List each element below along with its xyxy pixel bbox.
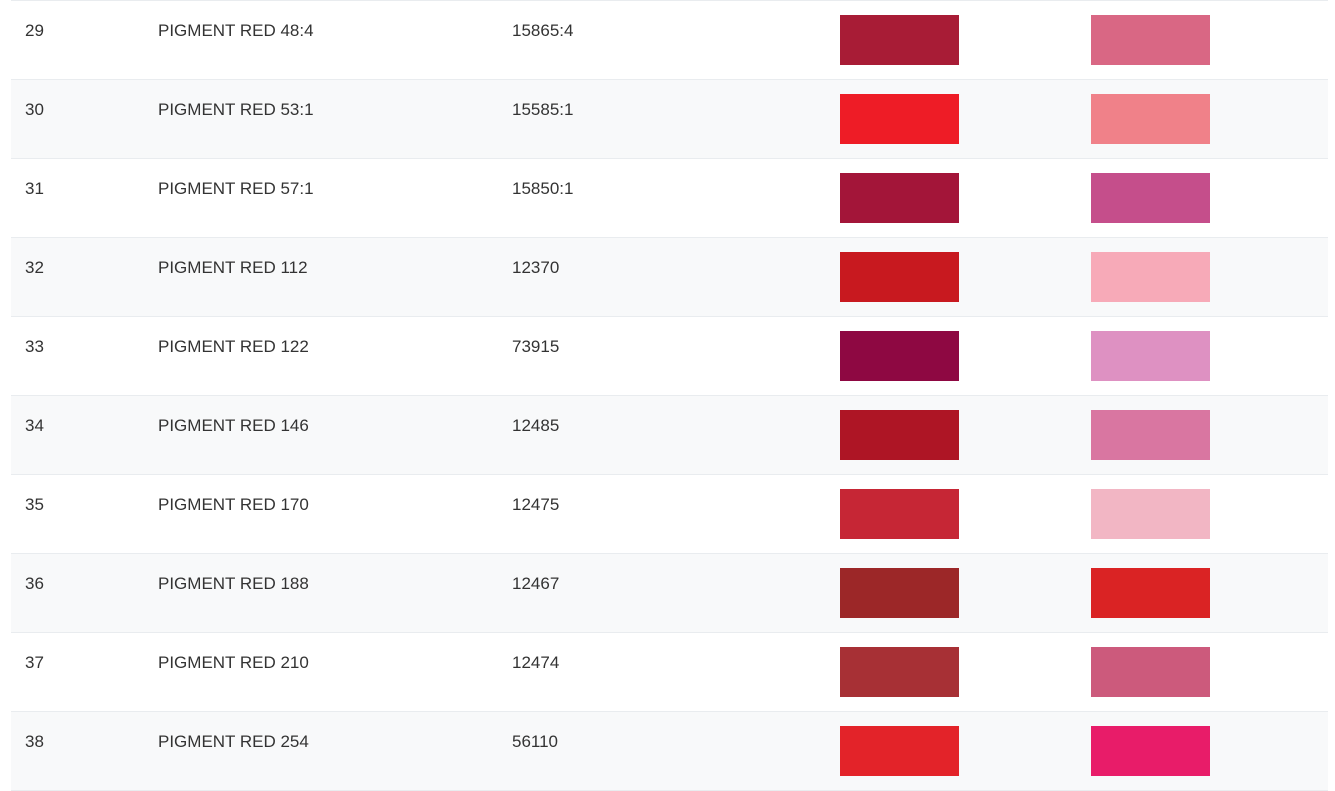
color-index-number: 12467 bbox=[512, 574, 560, 593]
row-number: 36 bbox=[25, 574, 44, 593]
tint-swatch bbox=[1091, 726, 1210, 776]
table-row: 33 PIGMENT RED 122 73915 bbox=[11, 317, 1328, 396]
pigment-name: PIGMENT RED 170 bbox=[158, 495, 309, 514]
tint-swatch bbox=[1091, 15, 1210, 65]
color-index-number: 15585:1 bbox=[512, 100, 574, 119]
table-row: 35 PIGMENT RED 170 12475 bbox=[11, 475, 1328, 554]
tint-swatch bbox=[1091, 94, 1210, 144]
table-row: 36 PIGMENT RED 188 12467 bbox=[11, 554, 1328, 633]
color-index-number: 12474 bbox=[512, 653, 560, 672]
color-index-number: 56110 bbox=[512, 732, 559, 751]
table-row: 32 PIGMENT RED 112 12370 bbox=[11, 238, 1328, 317]
masstone-swatch bbox=[840, 173, 959, 223]
pigment-name: PIGMENT RED 122 bbox=[158, 337, 309, 356]
tint-swatch bbox=[1091, 173, 1210, 223]
pigment-name: PIGMENT RED 57:1 bbox=[158, 179, 314, 198]
masstone-swatch bbox=[840, 568, 959, 618]
masstone-swatch bbox=[840, 489, 959, 539]
tint-swatch bbox=[1091, 410, 1210, 460]
tint-swatch bbox=[1091, 568, 1210, 618]
color-index-number: 12475 bbox=[512, 495, 560, 514]
pigment-name: PIGMENT RED 146 bbox=[158, 416, 309, 435]
pigment-name: PIGMENT RED 48:4 bbox=[158, 21, 314, 40]
masstone-swatch bbox=[840, 252, 959, 302]
masstone-swatch bbox=[840, 410, 959, 460]
row-number: 30 bbox=[25, 100, 44, 119]
row-number: 33 bbox=[25, 337, 44, 356]
table-row: 37 PIGMENT RED 210 12474 bbox=[11, 633, 1328, 712]
row-number: 34 bbox=[25, 416, 44, 435]
tint-swatch bbox=[1091, 252, 1210, 302]
pigment-name: PIGMENT RED 112 bbox=[158, 258, 308, 277]
pigment-table: 29 PIGMENT RED 48:4 15865:4 30 PIGMENT R… bbox=[11, 0, 1328, 791]
pigment-name: PIGMENT RED 210 bbox=[158, 653, 309, 672]
color-index-number: 12485 bbox=[512, 416, 560, 435]
color-index-number: 12370 bbox=[512, 258, 560, 277]
row-number: 38 bbox=[25, 732, 44, 751]
tint-swatch bbox=[1091, 647, 1210, 697]
color-index-number: 15850:1 bbox=[512, 179, 574, 198]
row-number: 37 bbox=[25, 653, 44, 672]
tint-swatch bbox=[1091, 489, 1210, 539]
row-number: 29 bbox=[25, 21, 44, 40]
pigment-name: PIGMENT RED 53:1 bbox=[158, 100, 314, 119]
masstone-swatch bbox=[840, 726, 959, 776]
masstone-swatch bbox=[840, 94, 959, 144]
tint-swatch bbox=[1091, 331, 1210, 381]
table-row: 29 PIGMENT RED 48:4 15865:4 bbox=[11, 1, 1328, 80]
row-number: 31 bbox=[25, 179, 44, 198]
pigment-name: PIGMENT RED 254 bbox=[158, 732, 309, 751]
table-row: 34 PIGMENT RED 146 12485 bbox=[11, 396, 1328, 475]
table-row: 30 PIGMENT RED 53:1 15585:1 bbox=[11, 80, 1328, 159]
masstone-swatch bbox=[840, 331, 959, 381]
masstone-swatch bbox=[840, 15, 959, 65]
color-index-number: 15865:4 bbox=[512, 21, 574, 40]
pigment-name: PIGMENT RED 188 bbox=[158, 574, 309, 593]
row-number: 32 bbox=[25, 258, 44, 277]
row-number: 35 bbox=[25, 495, 44, 514]
masstone-swatch bbox=[840, 647, 959, 697]
table-row: 38 PIGMENT RED 254 56110 bbox=[11, 712, 1328, 791]
table-row: 31 PIGMENT RED 57:1 15850:1 bbox=[11, 159, 1328, 238]
color-index-number: 73915 bbox=[512, 337, 560, 356]
